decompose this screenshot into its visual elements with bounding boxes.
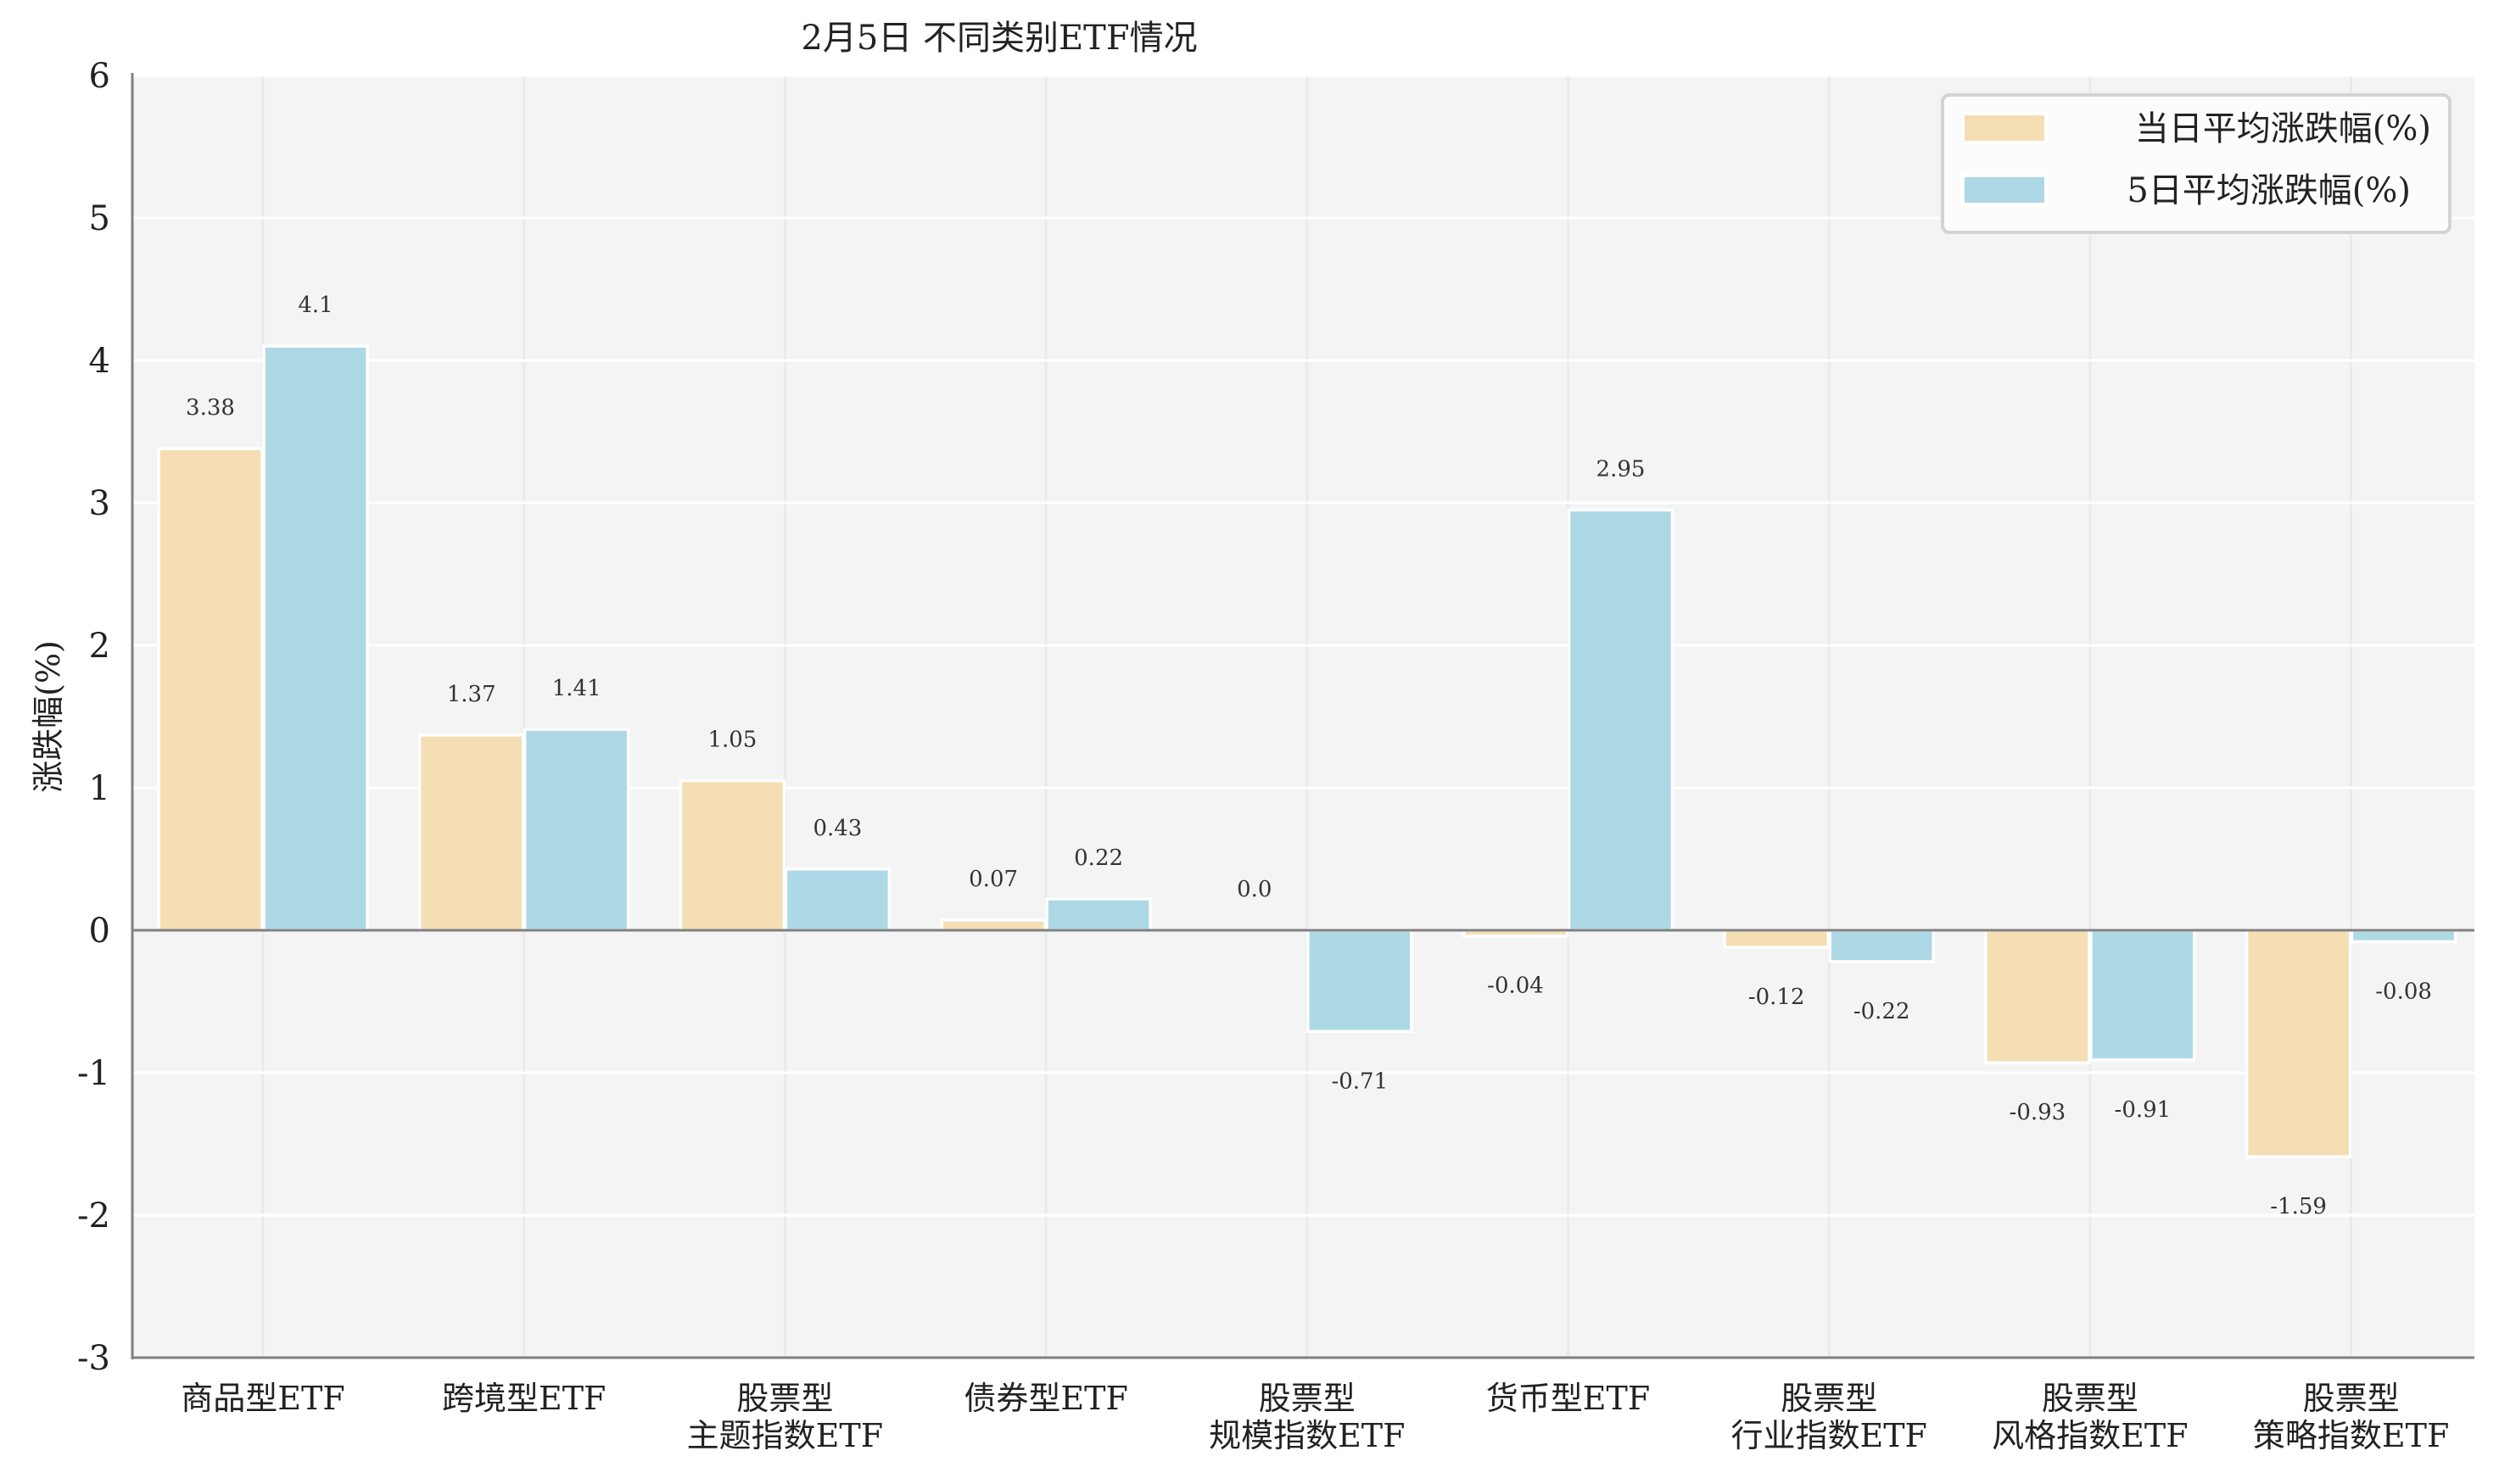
value-label-5day: -0.22 (1853, 999, 1910, 1024)
value-label-5day: -0.08 (2375, 979, 2432, 1004)
value-label-5day: 0.43 (813, 816, 862, 841)
y-tick-label: -2 (77, 1197, 110, 1236)
bar-5day (523, 728, 630, 932)
y-axis-ticks: 6 5 4 3 2 1 0 -1 -2 -3 (77, 57, 110, 1378)
y-tick-label: 6 (89, 57, 110, 96)
x-category-label: 股票型策略指数ETF (2253, 1380, 2449, 1454)
x-category-label: 货币型ETF (1486, 1380, 1650, 1417)
bar-series (157, 344, 2457, 1158)
value-label-daily: 1.37 (447, 682, 496, 707)
value-label-daily: 1.05 (707, 728, 757, 753)
value-label-5day: -0.91 (2115, 1097, 2172, 1123)
bar-5day (1828, 929, 1935, 963)
bar-5day (784, 868, 892, 932)
x-axis-category-labels: 商品型ETF 跨境型ETF 股票型主题指数ETF 债券型ETF 股票型规模指数ETF 货币… (181, 1380, 2449, 1454)
y-tick-label: 1 (89, 769, 110, 808)
bar-daily (679, 778, 786, 932)
legend-item-5day: 5日平均涨跌幅(%) (1961, 171, 2411, 210)
bar-daily (940, 918, 1047, 932)
bar-5day (2089, 929, 2196, 1062)
value-label-5day: 2.95 (1596, 456, 1646, 482)
legend: 当日平均涨跌幅(%) 5日平均涨跌幅(%) (1941, 93, 2451, 234)
bar-5day (1045, 897, 1152, 932)
bar-5day (1306, 929, 1413, 1034)
value-label-daily: 0.07 (969, 867, 1018, 892)
value-label-5day: 4.1 (298, 293, 333, 318)
y-tick-label: 5 (89, 199, 110, 238)
y-tick-label: -3 (77, 1339, 110, 1378)
legend-swatch-5day (1961, 174, 2048, 206)
bar-daily (157, 447, 264, 932)
x-category-label: 债券型ETF (964, 1380, 1127, 1417)
x-category-label: 股票型行业指数ETF (1730, 1380, 1926, 1454)
x-category-label: 股票型主题指数ETF (687, 1380, 883, 1454)
bar-5day (1567, 508, 1674, 932)
value-label-5day: 1.41 (552, 676, 601, 701)
legend-item-daily: 当日平均涨跌幅(%) (1961, 109, 2431, 148)
y-tick-label: 0 (89, 912, 110, 951)
value-label-daily: -0.93 (2010, 1100, 2066, 1125)
value-label-5day: 0.22 (1074, 845, 1123, 871)
bar-daily (2245, 929, 2352, 1158)
legend-box (1941, 93, 2451, 234)
bar-daily (417, 734, 525, 932)
y-tick-label: 3 (89, 484, 110, 523)
y-tick-label: 2 (89, 627, 110, 666)
value-label-daily: 3.38 (186, 395, 235, 421)
x-category-label: 商品型ETF (181, 1380, 344, 1417)
chart-title: 2月5日 不同类别ETF情况 (801, 19, 1197, 58)
bar-daily (1723, 929, 1830, 949)
value-label-daily: -1.59 (2270, 1194, 2327, 1219)
x-category-label: 股票型规模指数ETF (1209, 1380, 1405, 1454)
plot-background (132, 75, 2474, 1358)
y-axis-label: 涨跌幅(%) (30, 640, 67, 793)
value-labels: 3.38 1.37 1.05 0.07 0.0 -0.04 -0.12 -0.93 -1.59 4… (186, 293, 2432, 1219)
value-label-daily: -0.12 (1748, 985, 1805, 1010)
legend-label-daily: 当日平均涨跌幅(%) (2135, 109, 2431, 148)
value-label-daily: 0.0 (1237, 877, 1272, 902)
bar-5day (2350, 929, 2457, 944)
value-label-daily: -0.04 (1487, 974, 1544, 999)
x-category-label: 跨境型ETF (442, 1380, 606, 1417)
y-tick-label: -1 (77, 1054, 110, 1093)
y-tick-label: 4 (89, 342, 110, 381)
legend-swatch-daily (1961, 112, 2048, 144)
value-label-5day: -0.71 (1331, 1068, 1388, 1094)
x-category-label: 股票型风格指数ETF (1992, 1380, 2188, 1454)
bar-5day (262, 344, 369, 932)
bar-daily (1984, 929, 2091, 1064)
legend-label-5day: 5日平均涨跌幅(%) (2127, 171, 2411, 210)
